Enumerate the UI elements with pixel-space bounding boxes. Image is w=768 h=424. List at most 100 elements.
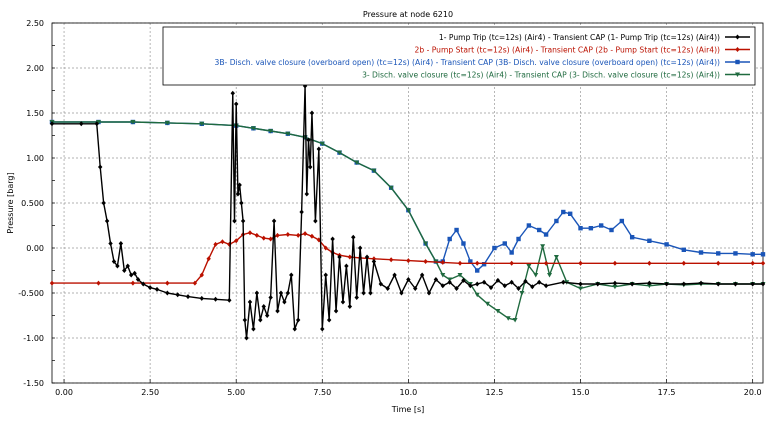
data-point: [536, 227, 542, 233]
data-point: [309, 233, 315, 239]
x-tick-label: 17.5: [658, 388, 676, 397]
data-point: [629, 235, 635, 240]
data-point: [278, 290, 284, 296]
series-2: [49, 230, 766, 286]
data-point: [526, 223, 532, 228]
data-point: [125, 263, 130, 269]
data-point: [609, 227, 614, 233]
data-point: [716, 260, 721, 266]
data-point: [308, 164, 313, 170]
data-point: [413, 286, 418, 291]
data-point: [735, 59, 740, 65]
data-point: [235, 191, 241, 197]
data-point: [406, 258, 411, 264]
data-point: [519, 291, 525, 296]
data-point: [457, 273, 463, 278]
data-point: [468, 283, 473, 289]
data-point: [323, 272, 328, 278]
data-point: [647, 280, 652, 286]
data-point: [302, 231, 308, 237]
data-point: [94, 121, 99, 127]
data-point: [199, 272, 204, 278]
series-4: [49, 120, 766, 323]
data-point: [340, 299, 346, 305]
x-tick-label: 12.5: [486, 388, 504, 397]
data-point: [244, 335, 249, 341]
y-tick-label: -1.00: [23, 334, 44, 343]
data-point: [319, 141, 325, 147]
data-point: [698, 250, 704, 255]
data-point: [405, 208, 411, 213]
data-point: [354, 295, 359, 300]
data-point: [165, 280, 170, 286]
data-point: [295, 317, 301, 323]
data-point: [760, 260, 766, 266]
y-axis-label: Pressure [barg]: [6, 172, 15, 233]
data-point: [323, 245, 328, 251]
data-point: [220, 239, 225, 245]
data-point: [598, 223, 604, 228]
data-point: [261, 235, 266, 241]
series-1: [49, 83, 766, 341]
data-point: [101, 200, 106, 206]
data-point: [664, 281, 669, 287]
data-point: [104, 218, 110, 224]
data-point: [304, 191, 309, 197]
data-point: [268, 236, 273, 242]
data-point: [275, 308, 280, 314]
data-point: [629, 281, 635, 287]
data-point: [227, 297, 232, 303]
data-point: [578, 260, 583, 266]
data-point: [516, 286, 521, 291]
data-point: [258, 317, 263, 323]
data-point: [49, 121, 55, 127]
data-point: [388, 185, 394, 191]
data-point: [309, 110, 315, 116]
y-tick-label: -0.500: [18, 289, 44, 298]
x-tick-label: 2.50: [141, 388, 159, 397]
data-point: [468, 259, 473, 264]
axes: 2.50 2.00 1.50 1.00 0.500 0.00 -0.500 -1.00 -1.5…: [18, 19, 764, 397]
data-point: [261, 304, 266, 309]
data-point: [234, 238, 239, 244]
data-point: [561, 279, 566, 285]
y-tick-label: 1.00: [26, 154, 44, 163]
data-point: [716, 281, 721, 287]
data-point: [295, 232, 301, 238]
data-point: [612, 280, 618, 286]
data-point: [385, 286, 390, 291]
data-point: [612, 284, 618, 290]
data-point: [240, 218, 246, 224]
x-axis-label: Time [s]: [391, 405, 425, 414]
data-point: [523, 278, 528, 284]
data-point: [237, 182, 242, 188]
data-point: [516, 236, 521, 242]
y-tick-label: 1.50: [26, 109, 44, 118]
data-point: [289, 272, 294, 278]
data-point: [254, 290, 260, 296]
data-point: [760, 252, 766, 257]
data-point: [271, 218, 277, 224]
data-point: [750, 252, 755, 257]
data-point: [475, 268, 480, 273]
data-point: [371, 259, 377, 264]
data-point: [567, 211, 573, 216]
data-point: [336, 150, 342, 156]
data-point: [578, 226, 583, 231]
x-tick-label: 0.00: [55, 388, 73, 397]
data-point: [578, 286, 584, 291]
data-point: [502, 283, 507, 289]
data-point: [588, 226, 594, 231]
data-point: [733, 281, 738, 287]
data-point: [578, 281, 583, 287]
data-point: [128, 272, 134, 278]
data-point: [647, 238, 652, 243]
data-point: [347, 304, 353, 309]
data-point: [454, 227, 459, 233]
data-point: [242, 317, 248, 323]
data-point: [268, 295, 273, 300]
data-point: [433, 277, 439, 282]
data-point: [239, 200, 244, 206]
data-point: [750, 260, 755, 266]
